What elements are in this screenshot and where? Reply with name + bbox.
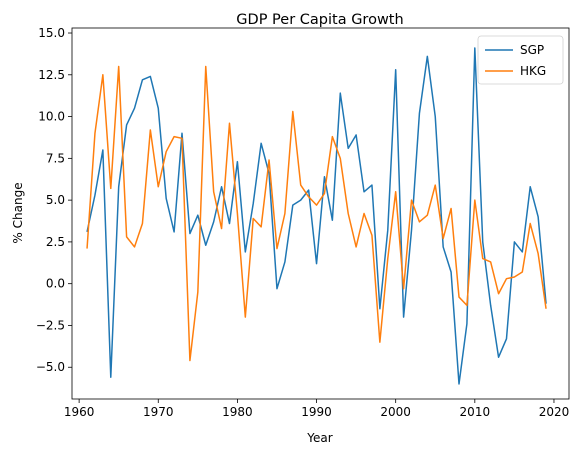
x-tick-label: 2020 bbox=[539, 405, 570, 419]
series-line-sgp bbox=[86, 47, 547, 385]
y-tick-label: 5.0 bbox=[46, 193, 65, 207]
x-tick-label: 2000 bbox=[380, 405, 411, 419]
x-tick-label: 1980 bbox=[222, 405, 253, 419]
y-tick-label: 7.5 bbox=[46, 151, 65, 165]
chart-title: GDP Per Capita Growth bbox=[236, 12, 403, 28]
y-tick-label: 0.0 bbox=[46, 277, 65, 291]
legend-label-hkg: HKG bbox=[520, 64, 546, 78]
plot-frame bbox=[71, 27, 570, 400]
plot-lines bbox=[86, 47, 547, 385]
series-line-hkg bbox=[86, 65, 547, 362]
x-axis-ticks: 1960 1970 1980 1990 2000 2010 2020 bbox=[64, 399, 569, 419]
y-tick-label: 2.5 bbox=[46, 235, 65, 249]
x-tick-label: 2010 bbox=[460, 405, 491, 419]
x-tick-label: 1970 bbox=[143, 405, 174, 419]
legend: SGP HKG bbox=[477, 35, 564, 85]
y-tick-label: −2.5 bbox=[36, 318, 65, 332]
y-axis-label: % Change bbox=[11, 182, 25, 243]
y-tick-label: 12.5 bbox=[38, 68, 65, 82]
y-tick-label: 15.0 bbox=[38, 26, 65, 40]
x-tick-label: 1960 bbox=[64, 405, 95, 419]
legend-box bbox=[477, 35, 564, 85]
x-axis-label: Year bbox=[306, 431, 332, 445]
x-tick-label: 1990 bbox=[301, 405, 332, 419]
y-tick-label: 10.0 bbox=[38, 110, 65, 124]
legend-label-sgp: SGP bbox=[520, 43, 544, 57]
y-tick-label: −5.0 bbox=[36, 360, 65, 374]
y-axis-ticks: −5.0 −2.5 0.0 2.5 5.0 7.5 10.0 12.5 15.0 bbox=[36, 26, 72, 374]
